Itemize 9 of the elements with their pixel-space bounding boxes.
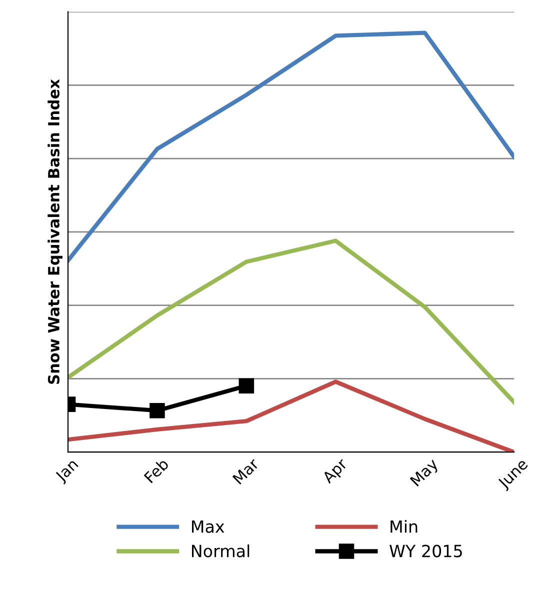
x-tick-label: Feb: [143, 458, 170, 484]
legend-label: WY 2015: [390, 544, 462, 558]
legend-label: Min: [390, 520, 418, 533]
y-axis-title: Snow Water Equivalent Basin Index: [48, 79, 62, 384]
legend-label: Max: [192, 520, 224, 533]
x-tick-label: Jan: [54, 458, 81, 485]
x-tick-label: Apr: [321, 457, 350, 486]
legend-label: Normal: [192, 544, 250, 558]
x-tick-label: Mar: [232, 457, 260, 485]
